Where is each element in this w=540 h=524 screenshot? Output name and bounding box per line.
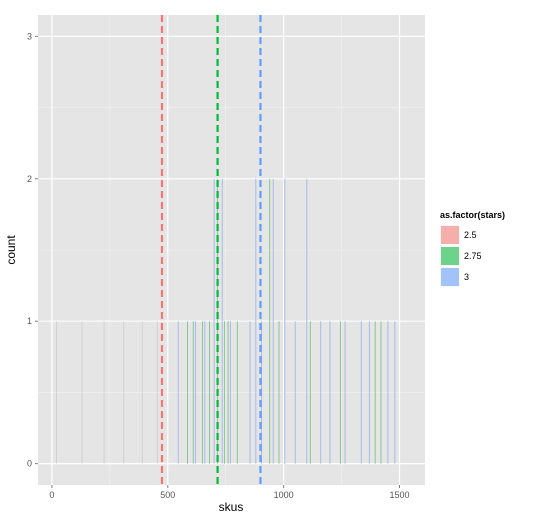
histogram-bar bbox=[306, 178, 308, 464]
histogram-bar bbox=[141, 321, 143, 464]
x-axis-title: skus bbox=[219, 500, 244, 514]
histogram-bar bbox=[387, 321, 389, 464]
histogram-bar bbox=[202, 321, 203, 464]
histogram-bar bbox=[56, 321, 57, 464]
legend-title: as.factor(stars) bbox=[440, 210, 505, 220]
histogram-bar bbox=[123, 321, 125, 464]
histogram-bar bbox=[339, 321, 341, 464]
histogram-bar bbox=[284, 178, 286, 464]
histogram-bar bbox=[103, 321, 105, 464]
mean-lines bbox=[160, 15, 262, 485]
legend-swatch bbox=[441, 226, 459, 244]
histogram-bar bbox=[394, 321, 396, 464]
histogram-bar bbox=[272, 178, 274, 464]
y-tick-label: 2 bbox=[27, 174, 32, 184]
y-axis-title: count bbox=[4, 235, 18, 265]
histogram-bar bbox=[294, 321, 296, 464]
histogram-bar bbox=[320, 321, 322, 464]
histogram-bar bbox=[213, 178, 215, 464]
legend-swatch bbox=[441, 268, 459, 286]
histogram-bar bbox=[81, 321, 83, 464]
x-tick-label: 1500 bbox=[389, 490, 409, 500]
histogram-bar bbox=[227, 321, 229, 464]
histogram-bar bbox=[217, 178, 219, 464]
minor-grid bbox=[38, 15, 425, 485]
histogram-bar bbox=[195, 321, 197, 464]
y-tick-label: 1 bbox=[27, 316, 32, 326]
x-tick-label: 0 bbox=[49, 490, 54, 500]
major-grid bbox=[38, 15, 425, 485]
histogram-bar bbox=[261, 321, 263, 464]
histogram-bar bbox=[236, 321, 238, 464]
histogram-bar bbox=[344, 321, 346, 464]
legend-label: 2.5 bbox=[464, 230, 477, 240]
y-tick-label: 0 bbox=[27, 459, 32, 469]
histogram-bar bbox=[269, 178, 271, 464]
histogram-bar bbox=[374, 321, 376, 464]
legend-swatch bbox=[441, 247, 459, 265]
histogram-bar bbox=[209, 321, 210, 464]
y-axis: 0 1 2 3 bbox=[27, 31, 38, 469]
histogram-bar bbox=[224, 321, 225, 464]
histogram-bar bbox=[229, 321, 231, 464]
legend-label: 2.75 bbox=[464, 251, 482, 261]
histogram-bar bbox=[204, 321, 206, 464]
histogram-bar bbox=[156, 321, 158, 464]
y-tick-label: 3 bbox=[27, 31, 32, 41]
histogram-bar bbox=[278, 321, 280, 464]
x-tick-label: 500 bbox=[160, 490, 175, 500]
histogram-bar bbox=[255, 178, 257, 464]
histogram-bar bbox=[329, 321, 331, 464]
x-tick-label: 1000 bbox=[274, 490, 294, 500]
histogram-bar bbox=[187, 321, 188, 464]
histogram-bar bbox=[360, 321, 362, 464]
histogram-bar bbox=[221, 178, 223, 464]
histogram-bar bbox=[249, 321, 251, 464]
histogram-bar bbox=[368, 321, 370, 464]
histogram-bar bbox=[309, 321, 311, 464]
histogram-bar bbox=[177, 321, 179, 464]
histogram-bar bbox=[192, 321, 194, 464]
x-axis: 0 500 1000 1500 bbox=[49, 485, 410, 500]
histogram-bar bbox=[380, 321, 382, 464]
legend-label: 3 bbox=[464, 272, 469, 282]
legend: as.factor(stars) 2.5 2.75 3 bbox=[439, 210, 505, 288]
histogram-bars bbox=[56, 178, 396, 464]
